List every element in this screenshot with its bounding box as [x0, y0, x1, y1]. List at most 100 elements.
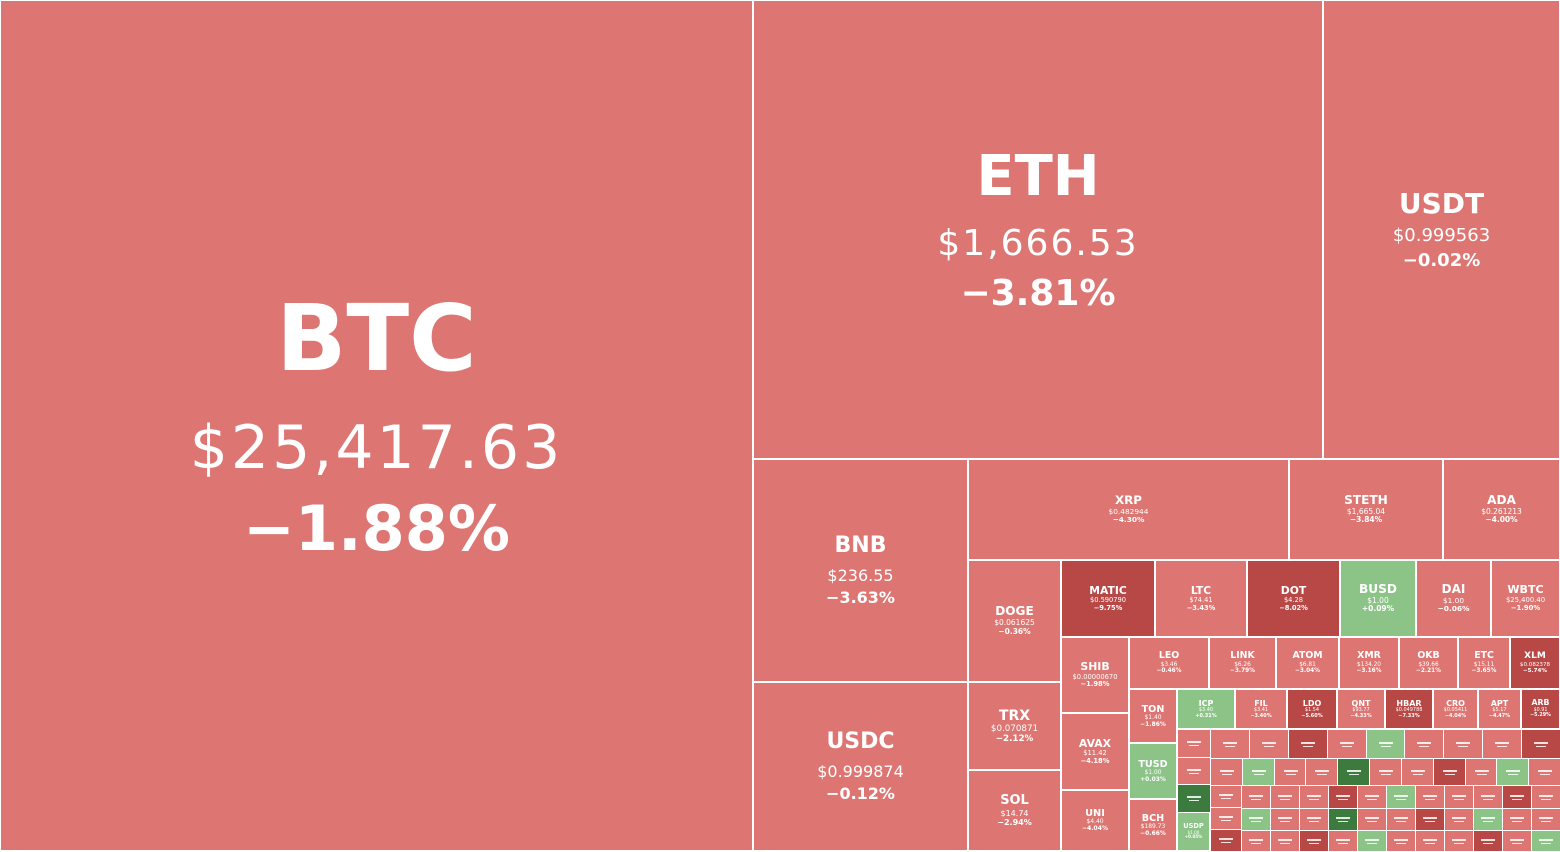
- coin-tile-xrp[interactable]: XRP $0.482944 −4.30%: [968, 459, 1289, 560]
- minor-coin-tile[interactable]: [1357, 808, 1387, 831]
- coin-tile-bch[interactable]: BCH $189.73 −0.66%: [1129, 799, 1177, 851]
- minor-coin-tile[interactable]: [1444, 830, 1474, 852]
- coin-tile-busd[interactable]: BUSD $1.00 +0.09%: [1340, 560, 1416, 637]
- minor-coin-tile[interactable]: [1328, 830, 1358, 852]
- coin-tile-doge[interactable]: DOGE $0.061625 −0.36%: [968, 560, 1061, 682]
- coin-tile-xmr[interactable]: XMR $134.20 −3.16%: [1339, 637, 1399, 689]
- minor-coin-tile[interactable]: [1270, 808, 1300, 831]
- minor-coin-tile[interactable]: [1415, 808, 1445, 831]
- minor-coin-tile[interactable]: [1241, 830, 1271, 852]
- coin-tile-dot[interactable]: DOT $4.28 −8.02%: [1247, 560, 1340, 637]
- coin-tile-trx[interactable]: TRX $0.070871 −2.12%: [968, 682, 1061, 770]
- minor-coin-tile[interactable]: [1357, 830, 1387, 852]
- coin-tile-matic[interactable]: MATIC $0.590790 −9.75%: [1061, 560, 1155, 637]
- minor-coin-tile[interactable]: [1444, 785, 1474, 809]
- minor-coin-tile[interactable]: [1337, 758, 1370, 786]
- coin-tile-sol[interactable]: SOL $14.74 −2.94%: [968, 770, 1061, 851]
- minor-coin-tile[interactable]: [1242, 758, 1275, 786]
- minor-coin-tile[interactable]: [1328, 785, 1358, 809]
- coin-tile-ada[interactable]: ADA $0.261213 −4.00%: [1443, 459, 1560, 560]
- coin-tile-leo[interactable]: LEO $3.46 −0.46%: [1129, 637, 1209, 689]
- coin-tile-cro[interactable]: CRO $0.05411 −4.04%: [1433, 689, 1478, 729]
- minor-coin-tile[interactable]: [1210, 807, 1242, 830]
- coin-tile-tusd[interactable]: TUSD $1.00 +0.03%: [1129, 743, 1177, 799]
- minor-coin-tile[interactable]: [1177, 784, 1211, 813]
- coin-tile-fil[interactable]: FIL $3.41 −3.40%: [1235, 689, 1287, 729]
- coin-tile-ldo[interactable]: LDO $1.54 −5.60%: [1287, 689, 1337, 729]
- coin-tile-qnt[interactable]: QNT $93.77 −4.33%: [1337, 689, 1385, 729]
- minor-coin-tile[interactable]: [1531, 830, 1560, 852]
- coin-tile-atom[interactable]: ATOM $6.81 −3.04%: [1276, 637, 1339, 689]
- minor-coin-tile[interactable]: [1270, 830, 1300, 852]
- minor-coin-tile[interactable]: [1443, 729, 1483, 759]
- minor-coin-tile[interactable]: [1210, 829, 1242, 852]
- minor-coin-tile[interactable]: [1270, 785, 1300, 809]
- minor-coin-tile[interactable]: [1444, 808, 1474, 831]
- coin-tile-dai[interactable]: DAI $1.00 −0.06%: [1416, 560, 1491, 637]
- coin-change: −5.74%: [1522, 668, 1548, 675]
- minor-coin-tile[interactable]: [1415, 830, 1445, 852]
- coin-tile-steth[interactable]: STETH $1,665.04 −3.84%: [1289, 459, 1443, 560]
- minor-coin-tile[interactable]: [1521, 729, 1560, 759]
- minor-coin-tile[interactable]: [1299, 830, 1329, 852]
- minor-coin-tile[interactable]: [1496, 758, 1529, 786]
- coin-tile-usdc[interactable]: USDC $0.999874 −0.12%: [753, 682, 968, 851]
- coin-tile-uni[interactable]: UNI $4.40 −4.04%: [1061, 790, 1129, 851]
- minor-coin-tile[interactable]: [1473, 830, 1503, 852]
- coin-tile-okb[interactable]: OKB $39.66 −2.21%: [1399, 637, 1458, 689]
- minor-coin-tile[interactable]: [1415, 785, 1445, 809]
- minor-coin-tile[interactable]: [1274, 758, 1307, 786]
- coin-tile-etc[interactable]: ETC $15.11 −3.65%: [1458, 637, 1510, 689]
- minor-coin-tile[interactable]: [1386, 830, 1416, 852]
- minor-coin-tile[interactable]: [1177, 729, 1211, 758]
- coin-tile-arb[interactable]: ARB $0.91 −5.29%: [1521, 689, 1560, 729]
- minor-coin-tile[interactable]: [1357, 785, 1387, 809]
- minor-coin-tile[interactable]: [1366, 729, 1406, 759]
- coin-tile-avax[interactable]: AVAX $11.42 −4.18%: [1061, 713, 1129, 790]
- minor-coin-tile[interactable]: [1305, 758, 1338, 786]
- minor-coin-tile[interactable]: [1528, 758, 1560, 786]
- coin-tile-ton[interactable]: TON $1.40 −1.86%: [1129, 689, 1177, 743]
- minor-coin-tile[interactable]: [1401, 758, 1434, 786]
- coin-tile-link[interactable]: LINK $6.26 −3.79%: [1209, 637, 1276, 689]
- minor-coin-tile[interactable]: [1531, 785, 1560, 809]
- minor-coin-tile[interactable]: [1299, 808, 1329, 831]
- minor-coin-tile[interactable]: [1210, 729, 1250, 759]
- minor-coin-tile[interactable]: [1433, 758, 1466, 786]
- coin-tile-icp[interactable]: ICP $3.40 +0.31%: [1177, 689, 1235, 729]
- minor-coin-tile[interactable]: [1473, 808, 1503, 831]
- minor-coin-tile[interactable]: [1177, 757, 1211, 786]
- minor-coin-tile[interactable]: [1328, 808, 1358, 831]
- minor-coin-tile[interactable]: [1327, 729, 1367, 759]
- coin-tile-usdt[interactable]: USDT $0.999563 −0.02%: [1323, 0, 1560, 459]
- minor-coin-tile[interactable]: [1210, 758, 1243, 786]
- minor-coin-tile[interactable]: [1288, 729, 1328, 759]
- coin-tile-bnb[interactable]: BNB $236.55 −3.63%: [753, 459, 968, 682]
- coin-tile-btc[interactable]: BTC $25,417.63 −1.88%: [0, 0, 753, 851]
- coin-tile-apt[interactable]: APT $5.17 −4.47%: [1478, 689, 1521, 729]
- minor-coin-tile[interactable]: [1502, 830, 1532, 852]
- coin-tile-xlm[interactable]: XLM $0.082378 −5.74%: [1510, 637, 1560, 689]
- minor-coin-tile[interactable]: [1386, 808, 1416, 831]
- coin-tile-hbar[interactable]: HBAR $0.049788 −7.33%: [1385, 689, 1433, 729]
- minor-coin-tile[interactable]: [1241, 785, 1271, 809]
- minor-coin-tile[interactable]: [1502, 808, 1532, 831]
- minor-coin-tile[interactable]: [1473, 785, 1503, 809]
- minor-coin-tile[interactable]: [1249, 729, 1289, 759]
- coin-tile-wbtc[interactable]: WBTC $25,400.40 −1.90%: [1491, 560, 1560, 637]
- minor-coin-tile[interactable]: [1386, 785, 1416, 809]
- coin-tile-eth[interactable]: ETH $1,666.53 −3.81%: [753, 0, 1323, 459]
- minor-coin-tile[interactable]: [1369, 758, 1402, 786]
- minor-coin-tile[interactable]: [1531, 808, 1560, 831]
- minor-coin-tile[interactable]: [1465, 758, 1498, 786]
- minor-coin-tile[interactable]: [1482, 729, 1522, 759]
- coin-tile-usdp[interactable]: USDP $1.00 +0.05%: [1177, 812, 1210, 851]
- coin-tile-ltc[interactable]: LTC $74.41 −3.43%: [1155, 560, 1247, 637]
- tiny-label-mark: [1219, 769, 1234, 772]
- minor-coin-tile[interactable]: [1210, 785, 1242, 808]
- minor-coin-tile[interactable]: [1241, 808, 1271, 831]
- minor-coin-tile[interactable]: [1299, 785, 1329, 809]
- coin-tile-shib[interactable]: SHIB $0.00000670 −1.98%: [1061, 637, 1129, 713]
- minor-coin-tile[interactable]: [1404, 729, 1444, 759]
- minor-coin-tile[interactable]: [1502, 785, 1532, 809]
